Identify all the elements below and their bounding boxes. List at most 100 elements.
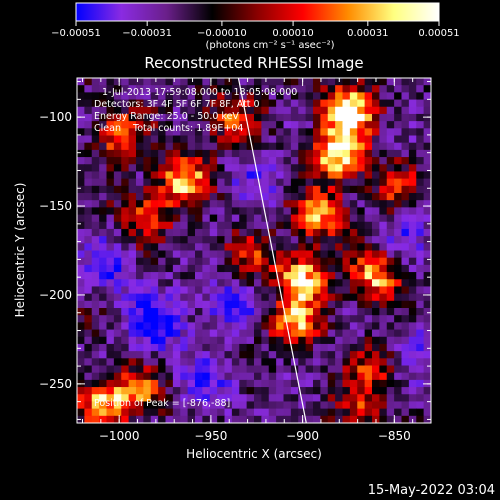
heatmap-cell — [335, 236, 344, 244]
heatmap-cell — [372, 207, 380, 216]
heatmap-cell — [121, 178, 130, 187]
heatmap-cell — [313, 408, 321, 417]
heatmap-cell — [239, 149, 248, 158]
heatmap-cell — [136, 149, 144, 158]
heatmap-cell — [209, 300, 218, 309]
heatmap-cell — [239, 78, 248, 86]
heatmap-cell — [224, 308, 233, 316]
heatmap-cell — [180, 365, 189, 374]
heatmap-cell — [327, 221, 336, 230]
heatmap-cell — [77, 401, 85, 410]
heatmap-cell — [180, 308, 189, 316]
heatmap-cell — [224, 106, 233, 115]
heatmap-cell — [335, 351, 344, 359]
heatmap-cell — [416, 164, 425, 173]
heatmap-cell — [165, 85, 174, 93]
heatmap-cell — [423, 221, 431, 230]
heatmap-cell — [386, 329, 395, 338]
heatmap-cell — [320, 200, 329, 208]
heatmap-cell — [283, 157, 292, 165]
heatmap-cell — [379, 221, 388, 230]
heatmap-cell — [335, 272, 344, 280]
heatmap-cell — [394, 264, 403, 273]
heatmap-cell — [209, 257, 218, 266]
heatmap-cell — [261, 408, 270, 417]
heatmap-cell — [202, 193, 211, 201]
heatmap-cell — [84, 293, 93, 302]
heatmap-cell — [372, 272, 380, 280]
heatmap-cell — [394, 121, 403, 129]
heatmap-cell — [313, 106, 321, 115]
heatmap-cell — [150, 401, 159, 410]
heatmap-cell — [357, 121, 366, 129]
heatmap-cell — [379, 99, 388, 108]
heatmap-cell — [327, 279, 336, 288]
heatmap-cell — [158, 358, 167, 367]
heatmap-cell — [283, 336, 292, 345]
heatmap-cell — [180, 329, 189, 338]
heatmap-cell — [217, 106, 226, 115]
heatmap-cell — [416, 394, 425, 403]
heatmap-cell — [99, 272, 108, 280]
heatmap-cell — [379, 343, 388, 352]
heatmap-cell — [136, 322, 144, 331]
heatmap-cell — [408, 106, 417, 115]
heatmap-cell — [268, 78, 277, 86]
heatmap-cell — [128, 322, 137, 331]
heatmap-cell — [276, 142, 285, 151]
heatmap-cell — [224, 279, 233, 288]
heatmap-cell — [121, 358, 130, 367]
heatmap-cell — [128, 85, 137, 93]
heatmap-cell — [99, 358, 108, 367]
heatmap-cell — [423, 200, 431, 208]
heatmap-cell — [261, 336, 270, 345]
heatmap-cell — [342, 193, 351, 201]
heatmap-cell — [386, 322, 395, 331]
heatmap-cell — [202, 343, 211, 352]
heatmap-cell — [401, 379, 410, 388]
heatmap-cell — [143, 343, 152, 352]
heatmap-cell — [187, 207, 196, 216]
heatmap-cell — [158, 286, 167, 295]
heatmap-cell — [364, 113, 373, 122]
heatmap-cell — [401, 343, 410, 352]
heatmap-cell — [158, 322, 167, 331]
heatmap-cell — [401, 300, 410, 309]
heatmap-cell — [276, 113, 285, 122]
heatmap-cell — [298, 322, 307, 331]
heatmap-cell — [394, 408, 403, 417]
heatmap-cell — [150, 293, 159, 302]
heatmap-cell — [158, 408, 167, 417]
heatmap-cell — [335, 193, 344, 201]
heatmap-cell — [106, 221, 115, 230]
heatmap-cell — [261, 193, 270, 201]
heatmap-cell — [327, 128, 336, 137]
heatmap-cell — [364, 387, 373, 395]
heatmap-cell — [416, 387, 425, 395]
heatmap-cell — [106, 85, 115, 93]
heatmap-cell — [239, 408, 248, 417]
heatmap-cell — [313, 164, 321, 173]
heatmap-cell — [158, 92, 167, 101]
heatmap-cell — [143, 272, 152, 280]
heatmap-cell — [113, 322, 122, 331]
heatmap-cell — [128, 207, 137, 216]
heatmap-cell — [298, 128, 307, 137]
heatmap-cell — [128, 286, 137, 295]
heatmap-cell — [364, 343, 373, 352]
heatmap-cell — [202, 171, 211, 180]
heatmap-cell — [342, 308, 351, 316]
heatmap-cell — [143, 185, 152, 194]
heatmap-cell — [283, 207, 292, 216]
heatmap-cell — [143, 121, 152, 129]
heatmap-cell — [379, 264, 388, 273]
heatmap-cell — [357, 408, 366, 417]
heatmap-cell — [298, 351, 307, 359]
heatmap-cell — [305, 322, 314, 331]
heatmap-cell — [386, 293, 395, 302]
heatmap-cell — [143, 200, 152, 208]
heatmap-cell — [165, 372, 174, 381]
heatmap-cell — [364, 185, 373, 194]
heatmap-cell — [386, 257, 395, 266]
y-tick-label: −100 — [39, 110, 72, 124]
